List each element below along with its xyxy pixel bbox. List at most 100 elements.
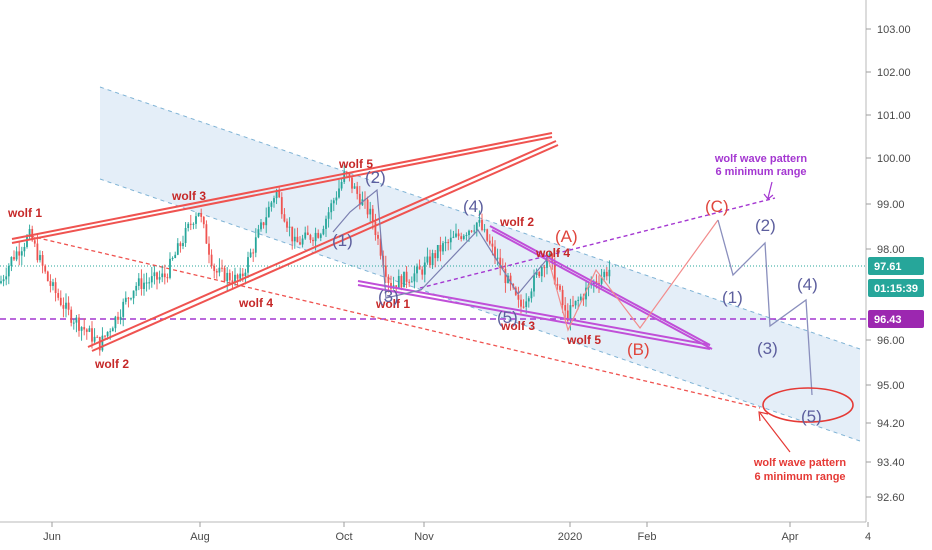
candle bbox=[187, 222, 190, 232]
x-axis-ticks: Jun Aug Oct Nov 2020 Feb Apr 4 bbox=[43, 522, 871, 543]
candle bbox=[252, 248, 255, 262]
candle bbox=[442, 241, 444, 255]
annotation-label: wolf 5 bbox=[566, 333, 601, 347]
candle bbox=[67, 296, 70, 316]
x-tick-label: Oct bbox=[335, 531, 352, 543]
candle bbox=[273, 195, 275, 208]
x-tick-label: 4 bbox=[865, 531, 871, 543]
candle bbox=[70, 306, 73, 327]
annotation-label: (4) bbox=[463, 197, 484, 216]
candle bbox=[291, 226, 294, 250]
candle bbox=[231, 271, 234, 290]
candle bbox=[397, 269, 400, 288]
annotation-label: (4) bbox=[797, 275, 818, 294]
x-tick-label: Aug bbox=[190, 531, 210, 543]
candle bbox=[5, 267, 8, 286]
annotation-label: wolf 2 bbox=[94, 357, 129, 371]
candle bbox=[447, 239, 450, 251]
candle bbox=[457, 229, 460, 240]
annotation-label: wolf wave pattern bbox=[714, 153, 808, 165]
candle bbox=[304, 226, 307, 240]
candle bbox=[395, 285, 398, 296]
candle bbox=[226, 267, 229, 291]
annotation-label: (B) bbox=[627, 340, 650, 359]
candle bbox=[338, 179, 340, 199]
annotation-label: (2) bbox=[365, 168, 386, 187]
candle bbox=[153, 266, 156, 285]
candle bbox=[88, 325, 91, 333]
y-tick-label: 98.00 bbox=[877, 244, 905, 256]
candle bbox=[257, 224, 260, 239]
candle bbox=[423, 256, 426, 283]
annotation-label: wolf wave pattern bbox=[753, 457, 847, 469]
candle bbox=[13, 250, 15, 262]
annotation-label: wolf 3 bbox=[171, 189, 206, 203]
annotation-label: (3) bbox=[757, 339, 778, 358]
annotation-label: 6 minimum range bbox=[715, 166, 806, 178]
wolf-wedge-red bbox=[11, 132, 559, 352]
candle bbox=[418, 259, 421, 270]
candle bbox=[325, 215, 327, 238]
candle bbox=[135, 282, 138, 297]
candle bbox=[156, 271, 158, 290]
candle bbox=[174, 251, 177, 259]
candle bbox=[603, 269, 606, 282]
candle bbox=[543, 264, 546, 278]
candle bbox=[374, 213, 377, 241]
candle bbox=[49, 274, 52, 293]
candle bbox=[475, 221, 478, 237]
candle bbox=[44, 264, 47, 274]
candle bbox=[455, 223, 457, 238]
candle bbox=[572, 295, 574, 308]
candle bbox=[249, 248, 252, 258]
candle bbox=[158, 270, 161, 284]
candle bbox=[340, 177, 343, 191]
candle bbox=[111, 326, 114, 332]
candle bbox=[176, 238, 179, 256]
price-badge-label: 01:15:39 bbox=[874, 283, 918, 295]
target-zone-ellipse bbox=[762, 387, 854, 423]
candle bbox=[36, 234, 39, 263]
candle bbox=[410, 276, 413, 283]
candle bbox=[124, 291, 127, 305]
annotation-label: (1) bbox=[722, 288, 743, 307]
candle bbox=[590, 276, 593, 289]
candle bbox=[166, 273, 169, 283]
candle bbox=[150, 266, 153, 288]
candle bbox=[483, 224, 486, 233]
candle bbox=[585, 279, 587, 307]
candle bbox=[366, 196, 369, 219]
candle bbox=[439, 236, 442, 262]
candle bbox=[270, 200, 273, 212]
candle bbox=[54, 277, 57, 302]
candle bbox=[104, 335, 106, 339]
candle bbox=[254, 228, 257, 258]
candle bbox=[462, 234, 465, 241]
candle bbox=[62, 297, 65, 318]
candle bbox=[0, 275, 2, 285]
note-arrow-red bbox=[758, 411, 791, 453]
candle bbox=[192, 222, 195, 230]
candle bbox=[96, 335, 99, 338]
candle bbox=[182, 235, 184, 250]
candle bbox=[265, 207, 268, 234]
candle bbox=[413, 266, 416, 289]
candle bbox=[312, 237, 314, 247]
candle bbox=[143, 273, 145, 296]
wolf-target-line-red bbox=[29, 235, 761, 409]
candle bbox=[369, 201, 372, 224]
candle bbox=[179, 241, 182, 253]
candle bbox=[530, 288, 533, 303]
candle bbox=[296, 227, 299, 243]
candle bbox=[137, 273, 140, 291]
candle bbox=[460, 232, 463, 242]
y-tick-label: 93.40 bbox=[877, 457, 905, 469]
candle bbox=[481, 213, 483, 232]
candle bbox=[327, 207, 330, 228]
price-badges: 97.61 01:15:39 96.43 bbox=[868, 257, 924, 328]
annotation-label: wolf 4 bbox=[238, 296, 273, 310]
candle bbox=[20, 246, 23, 266]
candle bbox=[114, 315, 117, 333]
candle bbox=[41, 251, 44, 274]
